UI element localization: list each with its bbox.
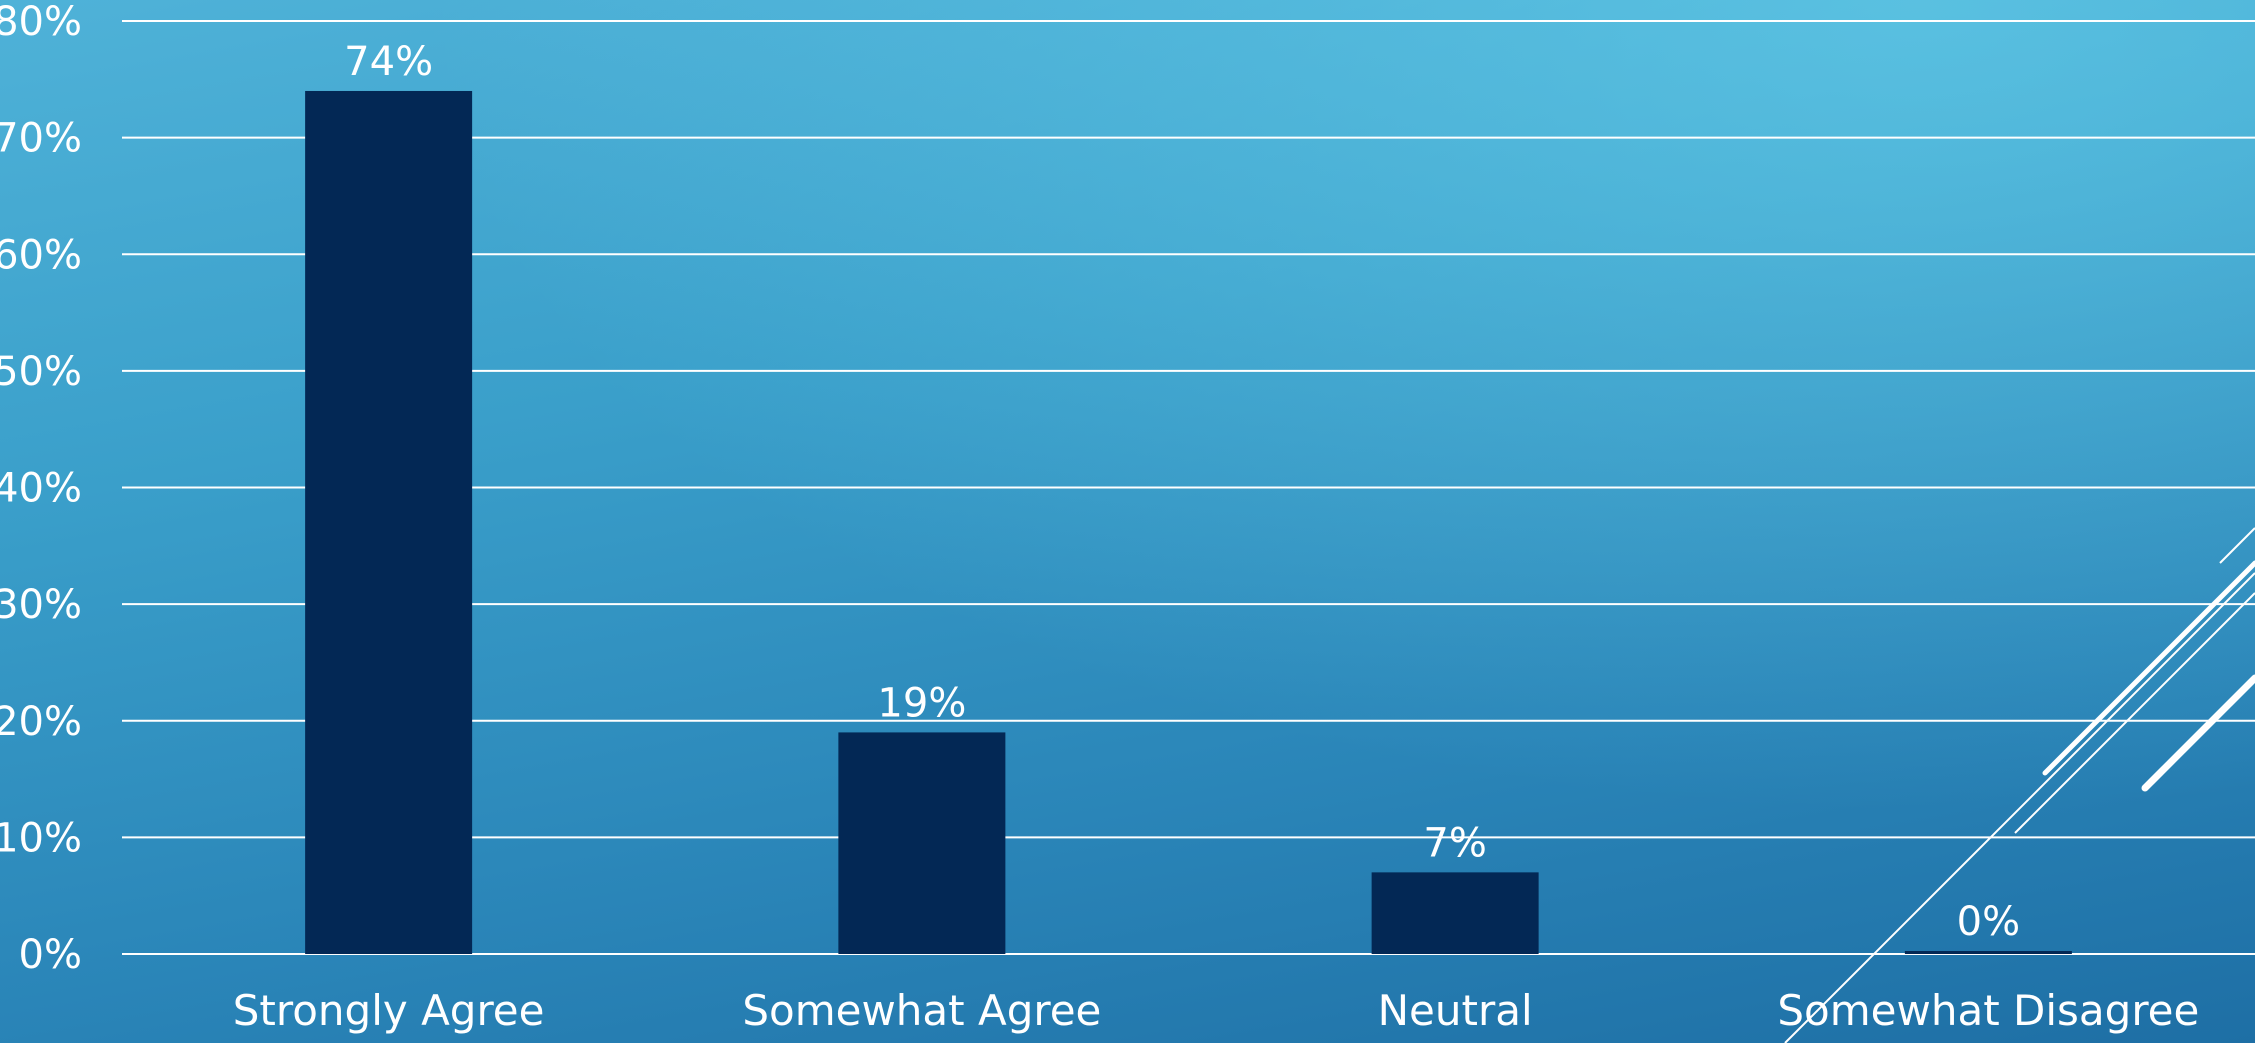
y-tick-label: 10%	[0, 815, 82, 861]
bar	[838, 732, 1006, 954]
bar	[305, 90, 473, 955]
data-label: 0%	[1957, 899, 2020, 945]
x-category-label: Somewhat Disagree	[1777, 986, 2199, 1035]
x-category-label: Strongly Agree	[233, 986, 545, 1035]
gridlines	[122, 20, 2255, 955]
data-label: 74%	[344, 39, 433, 85]
x-category-label: Somewhat Agree	[742, 986, 1101, 1035]
y-tick-label: 80%	[0, 0, 82, 45]
y-tick-label: 30%	[0, 582, 82, 628]
decorative-diagonal-lines	[1784, 527, 2255, 1043]
x-category-label: Neutral	[1378, 986, 1533, 1035]
y-tick-label: 70%	[0, 116, 82, 162]
x-axis-category-labels: Strongly Agree Somewhat Agree Neutral Somew…	[233, 986, 2200, 1035]
bars	[305, 90, 2072, 955]
data-label: 7%	[1423, 820, 1486, 866]
bar	[1371, 872, 1539, 954]
y-tick-label: 60%	[0, 232, 82, 278]
y-tick-label: 0%	[19, 932, 82, 978]
data-label: 19%	[877, 680, 966, 726]
y-axis-tick-labels: 0% 10% 20% 30% 40% 50% 60% 70% 80%	[0, 0, 82, 978]
bar	[1904, 951, 2072, 954]
data-labels: 74% 19% 7% 0%	[344, 39, 2020, 945]
y-tick-label: 50%	[0, 349, 82, 395]
y-tick-label: 20%	[0, 699, 82, 745]
y-tick-label: 40%	[0, 466, 82, 512]
